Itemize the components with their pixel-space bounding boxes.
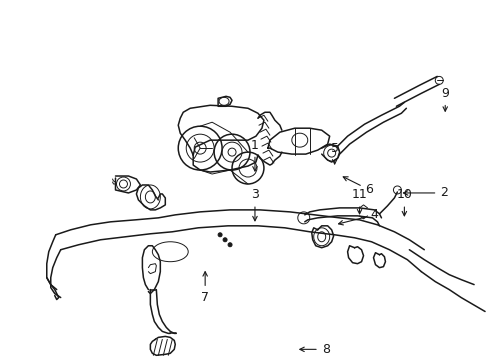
Text: 5: 5 xyxy=(330,141,338,164)
Text: 8: 8 xyxy=(299,343,329,356)
Text: 2: 2 xyxy=(403,186,447,199)
Text: 7: 7 xyxy=(201,272,209,304)
Text: 10: 10 xyxy=(396,188,411,216)
Text: 6: 6 xyxy=(343,177,373,197)
Text: 1: 1 xyxy=(250,139,258,171)
Text: 4: 4 xyxy=(338,208,378,225)
Circle shape xyxy=(227,243,232,247)
Text: 3: 3 xyxy=(250,188,258,221)
Circle shape xyxy=(223,238,226,242)
Text: 9: 9 xyxy=(440,87,448,111)
Text: 11: 11 xyxy=(351,188,366,214)
Circle shape xyxy=(218,233,222,237)
